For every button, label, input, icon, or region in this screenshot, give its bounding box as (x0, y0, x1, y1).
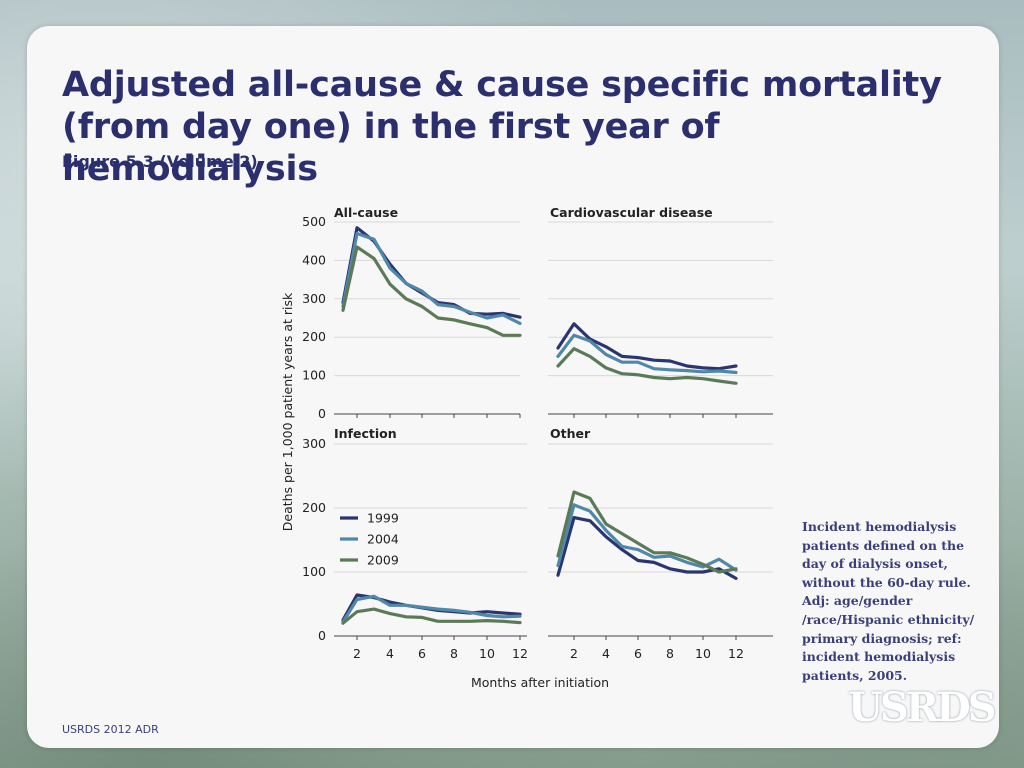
other-panel-title: Other (550, 426, 591, 441)
all-cause-series-2004 (341, 231, 522, 325)
infection-series-2009 (341, 607, 522, 625)
infection-y-tick-label: 200 (302, 500, 326, 515)
all-cause-y-tick-label: 100 (302, 368, 326, 383)
slide-panel (27, 26, 999, 748)
cardiovascular-disease-panel-title: Cardiovascular disease (550, 205, 713, 220)
legend-label-1999: 1999 (367, 511, 399, 526)
cardiovascular-disease-series-1999 (556, 322, 738, 371)
cardiovascular-disease-series-2009 (556, 347, 738, 385)
infection-series-2004 (341, 594, 522, 624)
x-tick-label: 4 (602, 646, 610, 661)
other-series-1999 (556, 515, 738, 581)
x-tick-label: 12 (512, 646, 528, 661)
other-series-2009 (556, 490, 738, 574)
footer-source: USRDS 2012 ADR (62, 723, 159, 736)
x-tick-label: 8 (666, 646, 674, 661)
footnote-text: Incident hemodialysis patients defined o… (802, 519, 975, 683)
page-title: Adjusted all-cause & cause specific mort… (62, 65, 942, 189)
cardiovascular-disease-series-2004 (556, 333, 738, 375)
figure-subtitle: Figure 5.3 (Volume 2) (62, 152, 258, 171)
infection-panel-title: Infection (334, 426, 397, 441)
infection-y-tick-label: 100 (302, 564, 326, 579)
x-tick-label: 10 (479, 646, 495, 661)
all-cause-y-tick-label: 500 (302, 214, 326, 229)
x-tick-label: 12 (728, 646, 744, 661)
x-tick-label: 8 (450, 646, 458, 661)
legend-label-2004: 2004 (367, 532, 399, 547)
all-cause-y-tick-label: 400 (302, 252, 326, 267)
infection-y-tick-label: 0 (318, 628, 326, 643)
x-axis-label: Months after initiation (471, 675, 609, 690)
x-tick-label: 2 (353, 646, 361, 661)
legend-label-2009: 2009 (367, 553, 399, 568)
all-cause-series-2009 (341, 245, 522, 337)
all-cause-y-tick-label: 200 (302, 329, 326, 344)
x-tick-label: 6 (418, 646, 426, 661)
all-cause-y-tick-label: 0 (318, 406, 326, 421)
all-cause-y-tick-label: 300 (302, 291, 326, 306)
usrds-logo: USRDS (848, 684, 997, 731)
x-tick-label: 4 (386, 646, 394, 661)
x-tick-label: 2 (570, 646, 578, 661)
all-cause-series-1999 (341, 226, 522, 319)
y-axis-label: Deaths per 1,000 patient years at risk (280, 292, 295, 531)
infection-y-tick-label: 300 (302, 436, 326, 451)
x-tick-label: 10 (695, 646, 711, 661)
all-cause-panel-title: All-cause (334, 205, 398, 220)
x-tick-label: 6 (634, 646, 642, 661)
